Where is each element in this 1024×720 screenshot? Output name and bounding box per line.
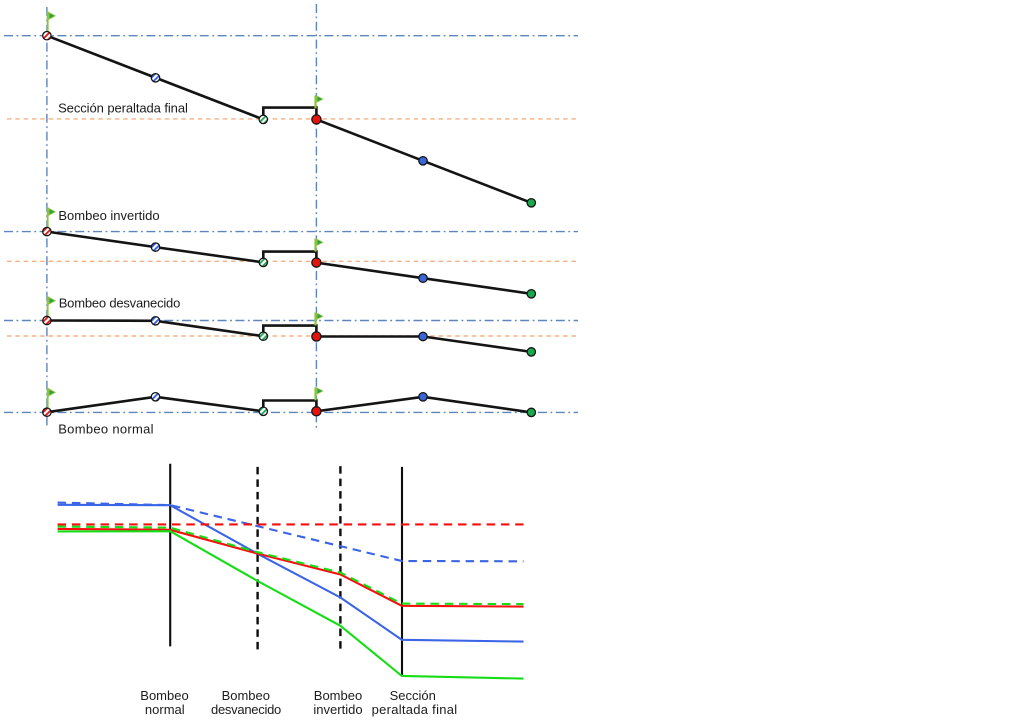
svg-text:Bombeo: Bombeo (314, 688, 362, 703)
svg-text:invertido: invertido (313, 702, 362, 717)
svg-text:peraltada final: peraltada final (372, 702, 458, 717)
svg-text:Bombeo desvanecido: Bombeo desvanecido (59, 295, 180, 310)
svg-text:desvanecido: desvanecido (211, 702, 281, 717)
svg-text:Sección: Sección (390, 688, 436, 703)
svg-text:Bombeo: Bombeo (222, 688, 270, 703)
svg-text:Bombeo: Bombeo (140, 688, 188, 703)
svg-text:Bombeo invertido: Bombeo invertido (58, 208, 159, 223)
svg-text:Bombeo normal: Bombeo normal (58, 421, 154, 436)
svg-text:normal: normal (145, 702, 185, 717)
svg-text:Sección peraltada final: Sección peraltada final (58, 101, 188, 116)
